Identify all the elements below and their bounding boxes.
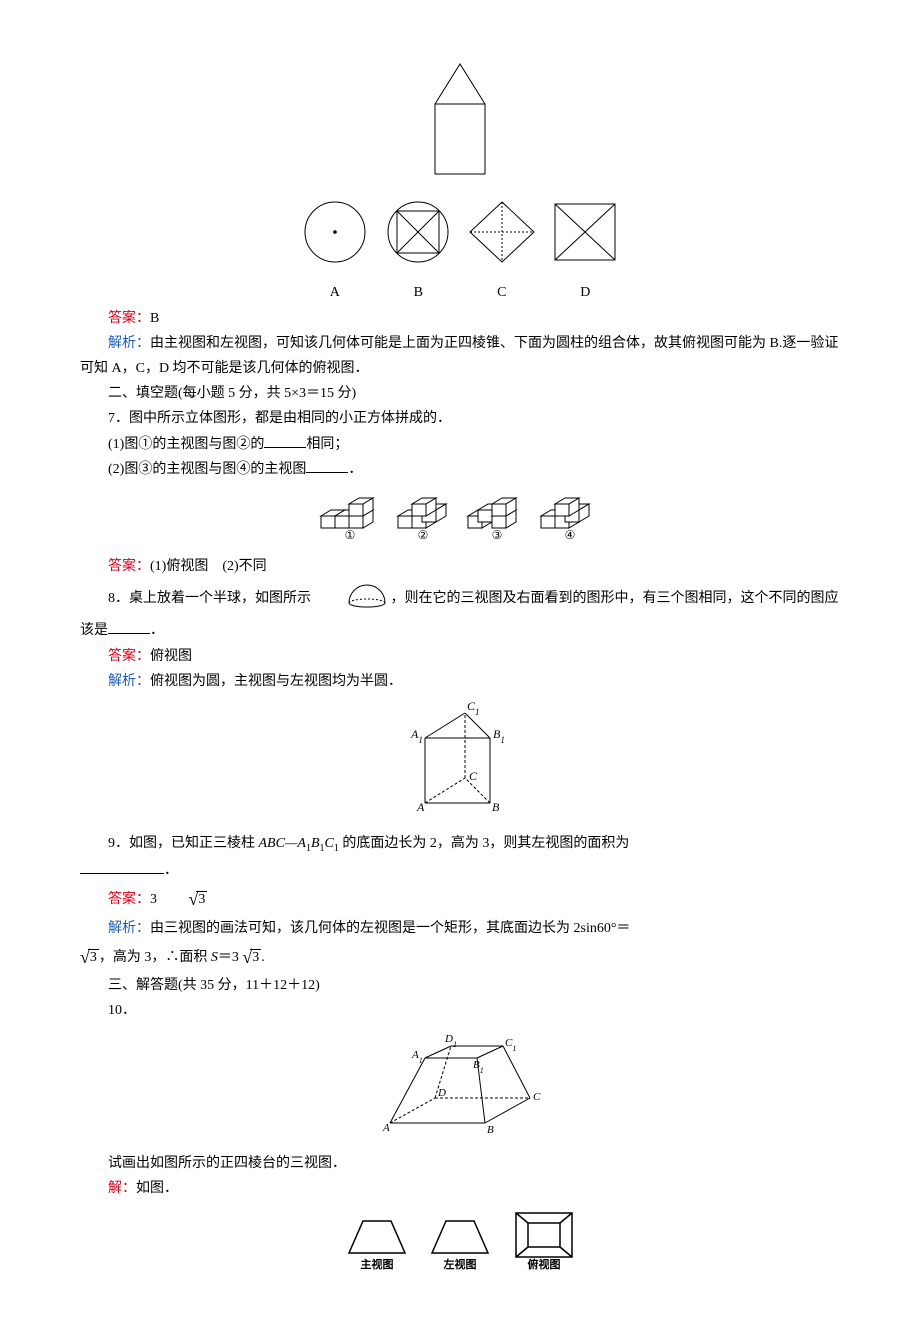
q6-optC-svg [462,197,542,267]
q7-cubes3: ③ [462,486,532,541]
q9-prefix: 9．如图，已知正三棱柱 [108,836,259,851]
svg-text:A: A [382,1122,390,1134]
q7-cubes1: ① [315,486,385,541]
q10-frustum-figure: A B C D A1 B1 C1 D1 [80,1028,840,1147]
q8-blank [108,633,150,634]
q7-answer-label: 答案： [108,559,150,574]
section2-title: 二、填空题(每小题 5 分，共 5×3＝15 分) [80,381,840,406]
q7-cubes2: ② [388,486,458,541]
svg-text:C: C [533,1091,541,1103]
prism-B: B [492,800,500,814]
q10-front-view: 主视图 [337,1205,417,1275]
q9-answer-line: 答案：3 √3 [80,883,840,915]
q8-stem: 8．桌上放着一个半球，如图所示 ，则在它的三视图及右面看到的图形中，有三个图相同… [80,579,840,643]
q9-analysis-t3: ＝3 [218,950,239,965]
q8-answer-value: 俯视图 [150,649,192,664]
q10-sol-text: 如图． [136,1181,178,1196]
optD-label: D [580,285,590,300]
q9-analysis-line: 解析：由三视图的画法可知，该几何体的左视图是一个矩形，其底面边长为 2sin60… [80,916,840,941]
q7-blank2 [306,472,348,473]
q6-optB-svg [378,197,458,267]
q7-cubes-row: ① ② ③ ④ [80,486,840,550]
q9-analysis-t4: . [261,950,265,965]
q9-answer-prefix: 3 [150,892,157,907]
q9-analysis-label: 解析： [108,921,150,936]
q9-blank [80,873,164,874]
q7-label1: ① [344,528,355,541]
svg-text:A1: A1 [411,1049,423,1065]
q6-optD-svg [545,197,625,267]
q9-suffix: ． [164,863,178,878]
q9-prism-figure: A B C A1 B1 C1 [80,698,840,827]
q8-hemisphere-icon [315,579,391,618]
q9-blank-line: ． [80,858,840,883]
q9-mid: 的底面边长为 2，高为 3，则其左视图的面积为 [339,836,630,851]
q6-options-row [80,197,840,276]
q6-analysis-line: 解析：由主视图和左视图，可知该几何体可能是上面为正四棱锥、下面为圆柱的组合体，故… [80,331,840,381]
q7-1-prefix: (1)图①的主视图与图②的 [108,437,264,452]
q7-label2: ② [418,528,429,541]
q10-sol-label: 解： [108,1181,136,1196]
q9-stem-line: 9．如图，已知正三棱柱 ABC—A1B1C1 的底面边长为 2，高为 3，则其左… [80,831,840,858]
q7-answer-line: 答案：(1)俯视图 (2)不同 [80,554,840,579]
q9-sqrt3-3: √3 [242,941,261,973]
q7-sub2: (2)图③的主视图与图④的主视图 ． [80,457,840,482]
q9-analysis-t2: ，高为 3，∴面积 [99,950,211,965]
q8-answer-line: 答案：俯视图 [80,644,840,669]
q10-front-label: 主视图 [360,1257,393,1271]
q9-analysis-line2: √3，高为 3，∴面积 S＝3 √3. [80,941,840,973]
q9-sqrt3-1: √3 [161,883,208,915]
q7-2-prefix: (2)图③的主视图与图④的主视图 [108,462,306,477]
q10-side-view: 左视图 [420,1205,500,1275]
q8-analysis-text: 俯视图为圆，主视图与左视图均为半圆． [150,674,402,689]
q10-sol-line: 解：如图． [80,1176,840,1201]
q7-stem: 7．图中所示立体图形，都是由相同的小正方体拼成的． [80,406,840,431]
q7-1-suffix: 相同； [306,437,348,452]
prism-A1: A1 [410,727,423,745]
q8-analysis-label: 解析： [108,674,150,689]
q10-stem: 10． [80,998,840,1023]
q6-solid-svg [410,44,510,184]
q9-sqrt3-2: √3 [80,941,99,973]
q8-prefix: 8．桌上放着一个半球，如图所示 [108,591,311,606]
q6-answer-label: 答案： [108,311,150,326]
q10-views-row: 主视图 左视图 俯视图 [80,1205,840,1284]
q9-answer-label: 答案： [108,892,150,907]
optB-label: B [414,285,423,300]
q6-main-figure [80,44,840,193]
q10-top-view: 俯视图 [504,1205,584,1275]
q7-label4: ④ [565,528,576,541]
q8-answer-label: 答案： [108,649,150,664]
q7-label3: ③ [491,528,502,541]
prism-A: A [416,800,425,814]
q6-answer-value: B [150,311,159,326]
prism-C1: C1 [467,699,480,717]
q7-cubes4: ④ [535,486,605,541]
q7-sub1: (1)图①的主视图与图②的 相同； [80,432,840,457]
optA-label: A [330,285,340,300]
q10-task: 试画出如图所示的正四棱台的三视图． [80,1151,840,1176]
q10-top-label: 俯视图 [527,1257,560,1271]
q7-2-suffix: ． [348,462,362,477]
q7-blank1 [264,447,306,448]
q6-analysis-text: 由主视图和左视图，可知该几何体可能是上面为正四棱锥、下面为圆柱的组合体，故其俯视… [80,336,838,376]
prism-C: C [469,769,478,783]
q8-suffix: ． [150,623,164,638]
section3-title: 三、解答题(共 35 分，11＋12＋12) [80,973,840,998]
svg-text:B: B [487,1124,494,1136]
q7-answer-value: (1)俯视图 (2)不同 [150,559,267,574]
optC-label: C [497,285,506,300]
q6-analysis-label: 解析： [108,336,150,351]
q9-S: S [211,950,218,965]
q9-analysis-t1: 由三视图的画法可知，该几何体的左视图是一个矩形，其底面边长为 2sin60°＝ [150,921,630,936]
q8-analysis-line: 解析：俯视图为圆，主视图与左视图均为半圆． [80,669,840,694]
q10-side-label: 左视图 [443,1257,477,1271]
prism-B1: B1 [493,727,505,745]
svg-text:C1: C1 [505,1037,516,1053]
q6-answer-line: 答案：B [80,306,840,331]
q6-option-labels: A B C D [80,280,840,305]
svg-text:D: D [437,1087,446,1099]
q6-optA-svg [295,197,375,267]
